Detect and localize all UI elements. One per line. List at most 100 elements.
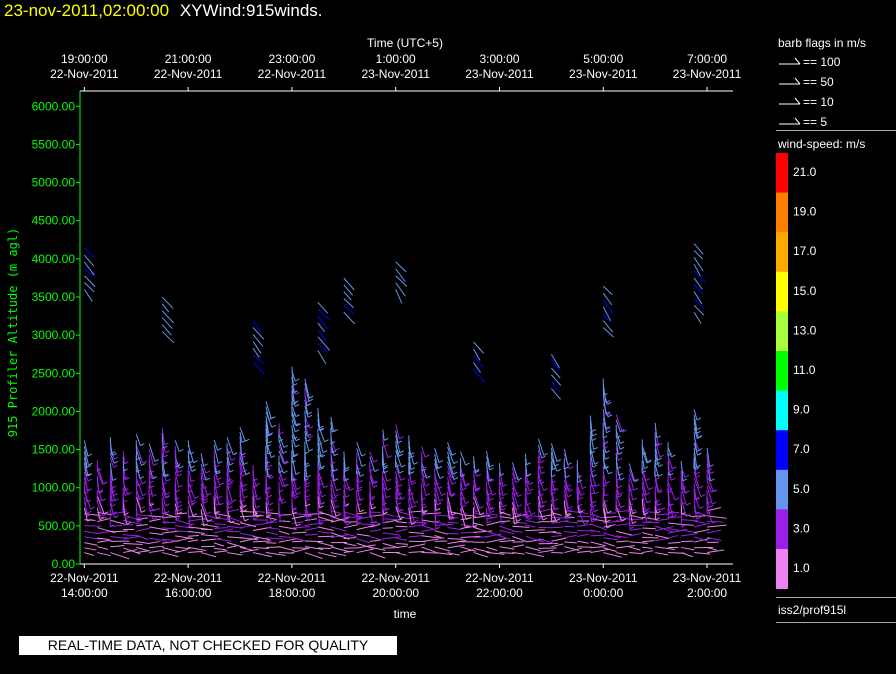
- wind-barb: [265, 546, 281, 548]
- wind-barb-flag: [372, 520, 377, 524]
- wind-barb-flag: [332, 496, 337, 500]
- wind-barb: [291, 547, 310, 549]
- wind-barb-flag: [698, 435, 703, 439]
- wind-barb-flag: [633, 487, 639, 491]
- wind-barb-flag: [322, 450, 328, 454]
- wind-barb-flag: [695, 511, 701, 515]
- wind-barb: [408, 435, 411, 455]
- wind-barb: [602, 285, 613, 295]
- wind-barb-flag: [567, 508, 573, 512]
- wind-barb: [602, 502, 607, 523]
- wind-barb: [408, 498, 410, 509]
- wind-barb-flag: [525, 480, 530, 484]
- wind-barb: [239, 548, 259, 554]
- wind-barb-flag: [435, 508, 441, 511]
- wind-barb: [473, 355, 484, 368]
- wind-barb: [486, 530, 502, 537]
- wind-barb: [421, 451, 423, 470]
- wind-barb-flag: [449, 516, 454, 520]
- wind-barb-flag: [177, 504, 183, 508]
- wind-barb-flag: [591, 469, 596, 473]
- wind-barb-flag: [136, 516, 142, 520]
- wind-barb: [654, 422, 658, 438]
- wind-barb-flag: [655, 462, 661, 466]
- wind-barb: [537, 450, 541, 463]
- speed-color-swatch: [776, 351, 788, 391]
- wind-barb-flag: [361, 453, 366, 457]
- wind-barb-flag: [268, 502, 274, 506]
- wind-barb: [135, 448, 142, 466]
- wind-barb: [642, 527, 656, 530]
- wind-barb: [408, 502, 415, 523]
- wind-barb: [693, 414, 698, 430]
- wind-barb: [680, 486, 687, 506]
- wind-barb: [524, 458, 528, 477]
- wind-barb-flag: [295, 471, 300, 475]
- wind-barb-flag: [188, 484, 193, 488]
- wind-barb-flag: [540, 460, 545, 464]
- wind-barb: [135, 444, 144, 464]
- wind-barb: [564, 516, 575, 519]
- wind-barb: [395, 528, 408, 533]
- wind-barb: [641, 498, 645, 515]
- wind-barb-flag: [465, 462, 470, 466]
- wind-barb: [110, 552, 130, 560]
- speed-legend-label: 13.0: [793, 323, 817, 337]
- wind-barb: [136, 517, 148, 521]
- wind-barb: [278, 535, 291, 539]
- wind-barb: [291, 414, 296, 426]
- wind-barb-flag: [189, 523, 194, 527]
- wind-barb-flag: [152, 493, 157, 497]
- wind-barb-flag: [373, 459, 378, 463]
- wind-barb: [693, 277, 703, 290]
- wind-barb: [174, 471, 180, 488]
- wind-barb: [602, 449, 605, 469]
- wind-barb: [213, 480, 219, 499]
- wind-barb-flag: [293, 383, 298, 387]
- wind-barb-flag: [607, 510, 612, 514]
- wind-barb-flag: [413, 500, 419, 504]
- wind-barb-flag: [296, 487, 301, 491]
- wind-barb-flag: [502, 504, 508, 508]
- wind-barb: [512, 530, 523, 533]
- wind-barb-flag: [499, 473, 505, 477]
- wind-barb-flag: [253, 484, 258, 488]
- wind-barb-flag: [590, 450, 595, 454]
- wind-barb: [239, 461, 244, 473]
- wind-barb-flag: [292, 478, 297, 482]
- wind-barb: [200, 453, 205, 466]
- wind-barb: [330, 510, 342, 515]
- wind-barb: [628, 468, 635, 482]
- wind-barb-flag: [499, 482, 504, 486]
- wind-barb: [83, 247, 95, 258]
- wind-barb: [174, 519, 192, 526]
- wind-barb-flag: [113, 464, 118, 468]
- wind-barb: [590, 513, 603, 519]
- wind-barb: [175, 535, 194, 540]
- wind-barb-flag: [333, 453, 339, 457]
- wind-barb: [97, 546, 109, 550]
- wind-barb: [214, 527, 228, 529]
- wind-barb-flag: [400, 497, 406, 500]
- wind-barb-flag: [410, 467, 416, 471]
- wind-barb: [395, 282, 406, 297]
- wind-barb-flag: [641, 470, 647, 474]
- wind-barb: [629, 514, 644, 519]
- wind-barb-flag: [643, 466, 649, 470]
- wind-barb-flag: [696, 448, 701, 452]
- wind-barb-flag: [306, 433, 312, 437]
- wind-barb-flag: [98, 490, 104, 494]
- wind-barb: [654, 448, 657, 465]
- wind-barb: [188, 546, 207, 552]
- wind-barb: [641, 455, 645, 469]
- speed-legend-label: 11.0: [793, 363, 816, 377]
- wind-barb-flag: [318, 510, 323, 514]
- wind-barb: [408, 451, 412, 470]
- wind-barb-flag: [194, 496, 199, 500]
- wind-barb: [213, 444, 219, 464]
- wind-barb-flag: [489, 479, 495, 482]
- wind-barb: [149, 518, 161, 522]
- wind-barb: [707, 524, 727, 528]
- wind-barb: [213, 528, 234, 534]
- wind-barb: [226, 520, 241, 525]
